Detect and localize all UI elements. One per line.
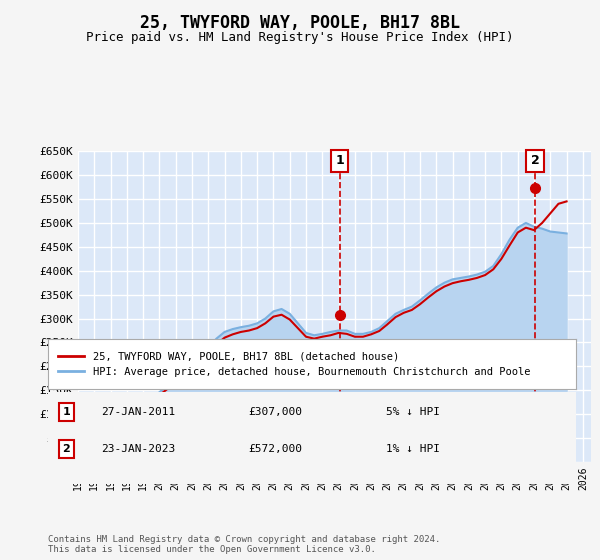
- Text: 27-JAN-2011: 27-JAN-2011: [101, 407, 175, 417]
- Text: 1: 1: [62, 407, 70, 417]
- Text: 2: 2: [62, 444, 70, 454]
- Text: £307,000: £307,000: [248, 407, 302, 417]
- Text: 25, TWYFORD WAY, POOLE, BH17 8BL: 25, TWYFORD WAY, POOLE, BH17 8BL: [140, 14, 460, 32]
- Text: 1: 1: [335, 154, 344, 167]
- Text: 23-JAN-2023: 23-JAN-2023: [101, 444, 175, 454]
- Text: £572,000: £572,000: [248, 444, 302, 454]
- Text: 2: 2: [531, 154, 539, 167]
- Legend: 25, TWYFORD WAY, POOLE, BH17 8BL (detached house), HPI: Average price, detached : 25, TWYFORD WAY, POOLE, BH17 8BL (detach…: [53, 346, 536, 382]
- Text: Price paid vs. HM Land Registry's House Price Index (HPI): Price paid vs. HM Land Registry's House …: [86, 31, 514, 44]
- Text: Contains HM Land Registry data © Crown copyright and database right 2024.
This d: Contains HM Land Registry data © Crown c…: [48, 535, 440, 554]
- Text: 5% ↓ HPI: 5% ↓ HPI: [386, 407, 440, 417]
- Text: 1% ↓ HPI: 1% ↓ HPI: [386, 444, 440, 454]
